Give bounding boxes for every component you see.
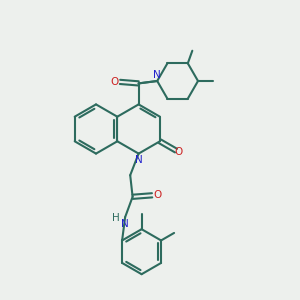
Text: O: O xyxy=(153,190,162,200)
Text: O: O xyxy=(175,147,183,157)
Text: H: H xyxy=(112,213,120,223)
Text: N: N xyxy=(121,219,128,229)
Text: N: N xyxy=(135,155,142,165)
Text: N: N xyxy=(153,70,161,80)
Text: O: O xyxy=(110,77,119,87)
